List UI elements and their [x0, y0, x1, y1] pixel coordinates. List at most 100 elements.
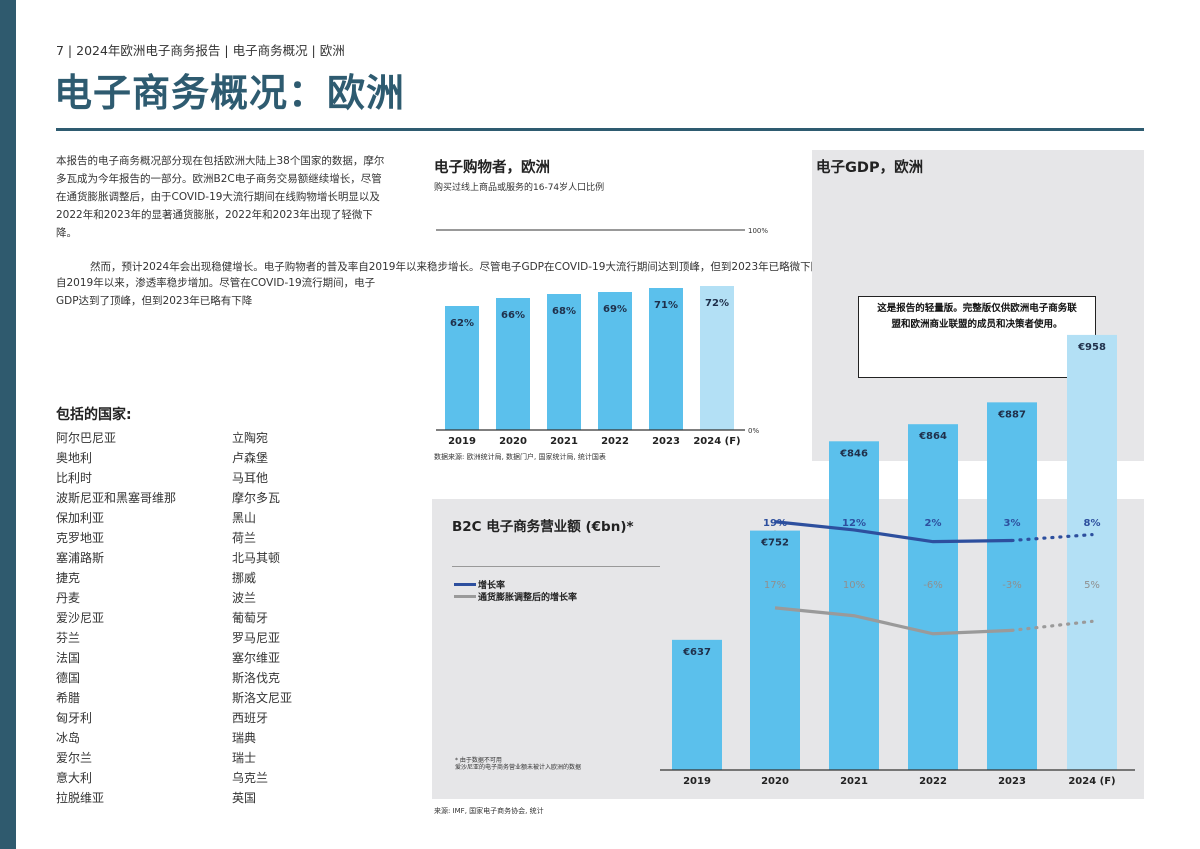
- b2c-adjusted-growth-label: 10%: [843, 580, 865, 591]
- eshoppers-bar: [445, 306, 479, 430]
- country-item: 黑山: [232, 511, 257, 525]
- b2c-bar: [829, 441, 879, 770]
- eshoppers-chart-title: 电子购物者，欧洲: [434, 160, 550, 176]
- country-item: 波斯尼亚和黑塞哥维那: [56, 491, 177, 505]
- legend-growth: 增长率: [454, 578, 505, 591]
- b2c-adjusted-growth-label: 17%: [764, 580, 786, 591]
- country-item: 比利时: [56, 471, 93, 485]
- country-item: 捷克: [56, 571, 81, 585]
- country-item: 西班牙: [232, 711, 269, 725]
- eshoppers-value-label: 71%: [654, 300, 678, 311]
- country-item: 北马其顿: [232, 551, 281, 565]
- country-item: 罗马尼亚: [232, 631, 281, 645]
- country-item: 匈牙利: [56, 711, 93, 725]
- eshoppers-bar: [649, 288, 683, 430]
- country-item: 葡萄牙: [232, 611, 269, 625]
- eshoppers-bar: [598, 292, 632, 430]
- intro-paragraph-2b: 自2019年以来，渗透率稳步增加。尽管在COVID-19流行期间，电子GDP达到…: [56, 277, 376, 307]
- b2c-value-label: €637: [682, 647, 711, 658]
- eshoppers-x-tick-label: 2019: [448, 436, 476, 447]
- country-item: 拉脱维亚: [56, 791, 105, 805]
- b2c-x-tick-label: 2021: [840, 776, 868, 787]
- country-item: 奥地利: [56, 451, 93, 465]
- eshoppers-bar: [700, 286, 734, 430]
- b2c-x-tick-label: 2023: [998, 776, 1026, 787]
- country-item: 英国: [232, 791, 257, 805]
- eshoppers-x-tick-label: 2020: [499, 436, 527, 447]
- b2c-x-tick-label: 2022: [919, 776, 947, 787]
- country-item: 卢森堡: [232, 451, 269, 465]
- country-item: 丹麦: [56, 591, 81, 605]
- eshoppers-value-label: 68%: [552, 306, 576, 317]
- country-item: 法国: [56, 651, 81, 665]
- country-item: 斯洛伐克: [232, 671, 281, 685]
- page-title: 电子商务概况：欧洲: [54, 71, 406, 115]
- country-item: 瑞士: [232, 751, 257, 765]
- b2c-growth-label: 19%: [763, 518, 787, 529]
- b2c-value-label: €752: [760, 538, 789, 549]
- b2c-bar: [1067, 334, 1117, 770]
- legend-adjusted: 通货膨胀调整后的增长率: [454, 590, 577, 603]
- egdp-chart-title: 电子GDP，欧洲: [816, 160, 924, 176]
- b2c-adjusted-growth-label: 5%: [1084, 580, 1100, 591]
- b2c-growth-forecast-line: [1010, 533, 1094, 543]
- b2c-bar: [672, 639, 722, 770]
- eshoppers-value-label: 72%: [705, 298, 729, 309]
- b2c-value-label: €958: [1077, 342, 1106, 353]
- b2c-chart-title: B2C 电子商务营业额 (€bn)*: [452, 519, 634, 535]
- intro-paragraph-1: 本报告的电子商务概况部分现在包括欧洲大陆上38个国家的数据，摩尔多瓦成为今年报告…: [56, 155, 385, 239]
- country-item: 荷兰: [232, 531, 257, 545]
- legend-adjusted-label: 通货膨胀调整后的增长率: [478, 593, 578, 603]
- eshoppers-bar: [547, 294, 581, 430]
- title-divider: [56, 128, 1144, 131]
- country-item: 保加利亚: [56, 511, 105, 525]
- country-item: 克罗地亚: [56, 531, 105, 545]
- country-item: 塞尔维亚: [232, 651, 281, 665]
- eshoppers-x-tick-label: 2022: [601, 436, 629, 447]
- eshoppers-source: 数据来源: 欧洲统计局, 数据门户, 国家统计局, 统计国表: [434, 453, 606, 461]
- country-item: 德国: [56, 671, 81, 685]
- eshoppers-chart-subtitle: 购买过线上商品或服务的16-74岁人口比例: [434, 183, 605, 193]
- b2c-footnote-line-2: 爱沙尼亚的电子商务营业额未被计入欧洲的数据: [455, 764, 582, 771]
- country-item: 斯洛文尼亚: [232, 691, 293, 705]
- countries-column-1: 阿尔巴尼亚 奥地利 比利时 波斯尼亚和黑塞哥维那 保加利亚 克罗地亚 塞浦路斯 捷克 丹麦 爱沙尼…: [56, 428, 176, 808]
- legend-adjusted-swatch: [454, 595, 476, 598]
- country-item: 挪威: [232, 571, 257, 585]
- country-item: 波兰: [232, 591, 257, 605]
- country-item: 立陶宛: [232, 431, 269, 445]
- eshoppers-value-label: 69%: [603, 304, 627, 315]
- eshoppers-value-label: 62%: [450, 318, 474, 329]
- b2c-x-tick-label: 2019: [683, 776, 711, 787]
- country-item: 爱尔兰: [56, 751, 93, 765]
- eshoppers-bottom-reference-label: 0%: [748, 427, 759, 435]
- country-item: 瑞典: [232, 731, 257, 745]
- b2c-adjusted-growth-label: -3%: [1002, 580, 1021, 591]
- b2c-value-label: €846: [839, 448, 868, 459]
- breadcrumb: 7 | 2024年欧洲电子商务报告 | 电子商务概况 | 欧洲: [56, 43, 345, 58]
- eshoppers-value-label: 66%: [501, 310, 525, 321]
- legend-growth-label: 增长率: [478, 581, 506, 591]
- countries-column-2: 立陶宛卢森堡马耳他摩尔多瓦黑山荷兰北马其顿挪威波兰葡萄牙罗马尼亚塞尔维亚斯洛伐克…: [232, 428, 292, 808]
- b2c-growth-label: 12%: [842, 518, 866, 529]
- b2c-growth-label: 2%: [925, 518, 942, 529]
- b2c-adjusted-growth-line: [774, 606, 1013, 636]
- b2c-growth-label: 3%: [1004, 518, 1021, 529]
- b2c-x-tick-label: 2024 (F): [1068, 776, 1115, 787]
- legend-growth-swatch: [454, 583, 476, 586]
- b2c-adjusted-growth-label: -6%: [923, 580, 942, 591]
- eshoppers-x-tick-label: 2023: [652, 436, 680, 447]
- country-item: 马耳他: [232, 471, 269, 485]
- country-item: 摩尔多瓦: [232, 491, 281, 505]
- b2c-x-tick-label: 2020: [761, 776, 789, 787]
- b2c-adjusted-growth-forecast-line: [1010, 619, 1094, 632]
- intro-paragraph-2a: 然而，预计2024年会出现稳健增长。电子购物者的普及率自2019年以来稳步增长。…: [90, 261, 832, 273]
- b2c-value-label: €864: [918, 431, 947, 442]
- b2c-bar: [987, 402, 1037, 770]
- eshoppers-bar: [496, 298, 530, 430]
- eshoppers-x-tick-label: 2024 (F): [693, 436, 740, 447]
- b2c-footnote: * 由于数据不可用 爱沙尼亚的电子商务营业额未被计入欧洲的数据: [455, 757, 581, 771]
- country-item: 冰岛: [56, 731, 81, 745]
- country-item: 意大利: [56, 771, 93, 785]
- b2c-source: 来源: IMF, 国家电子商务协会, 统计: [434, 807, 544, 815]
